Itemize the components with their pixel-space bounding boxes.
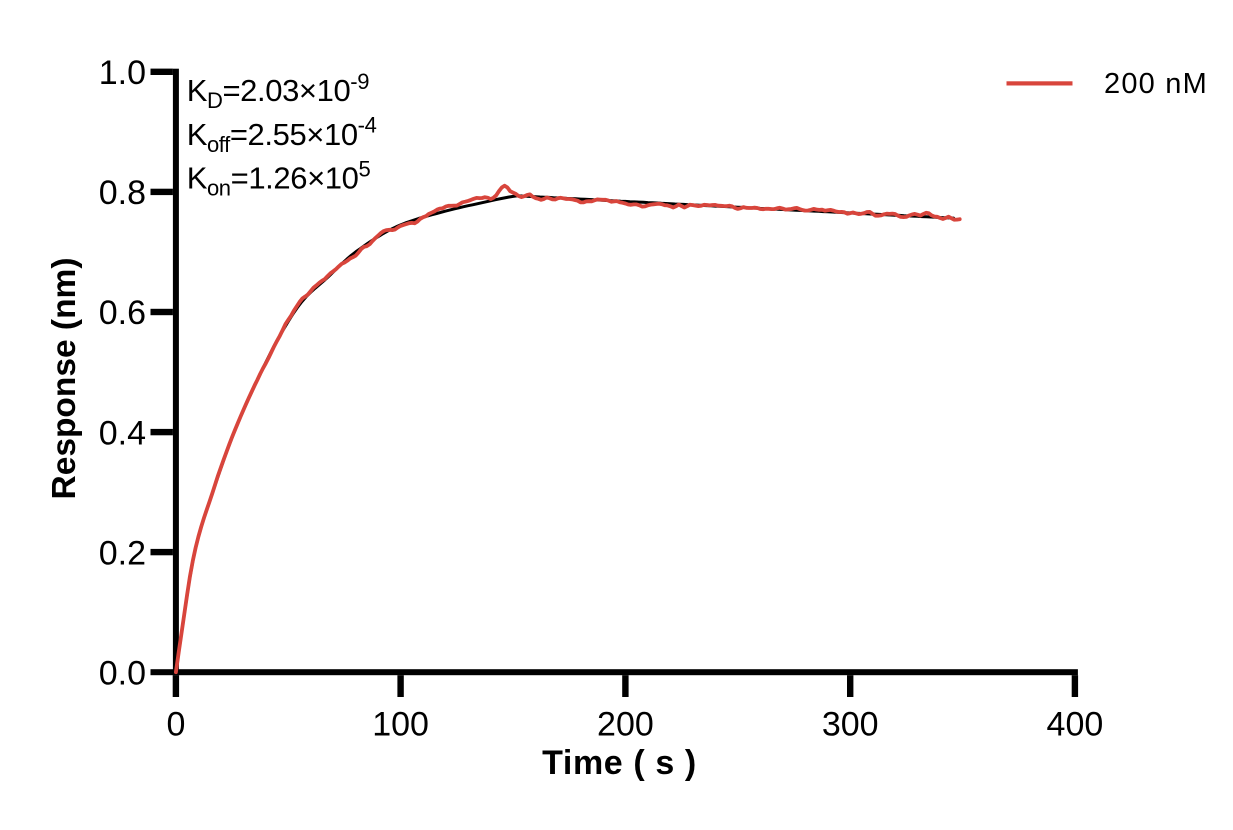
svg-text:Koff=2.55×10-4: Koff=2.55×10-4 bbox=[187, 113, 377, 157]
svg-text:0.0: 0.0 bbox=[99, 654, 146, 692]
svg-text:0.6: 0.6 bbox=[99, 294, 146, 332]
svg-text:100: 100 bbox=[372, 705, 429, 743]
svg-text:400: 400 bbox=[1047, 705, 1104, 743]
svg-text:200: 200 bbox=[597, 705, 654, 743]
svg-text:300: 300 bbox=[822, 705, 879, 743]
svg-text:0.8: 0.8 bbox=[99, 174, 146, 212]
svg-text:0.2: 0.2 bbox=[99, 534, 146, 572]
svg-text:Time ( s ): Time ( s ) bbox=[542, 744, 697, 782]
svg-text:1.0: 1.0 bbox=[99, 54, 146, 92]
svg-text:Response (nm): Response (nm) bbox=[46, 258, 83, 500]
svg-text:0: 0 bbox=[166, 705, 185, 743]
svg-text:200 nM: 200 nM bbox=[1104, 68, 1208, 100]
svg-text:0.4: 0.4 bbox=[99, 414, 146, 452]
svg-text:KD=2.03×10-9: KD=2.03×10-9 bbox=[187, 69, 370, 113]
